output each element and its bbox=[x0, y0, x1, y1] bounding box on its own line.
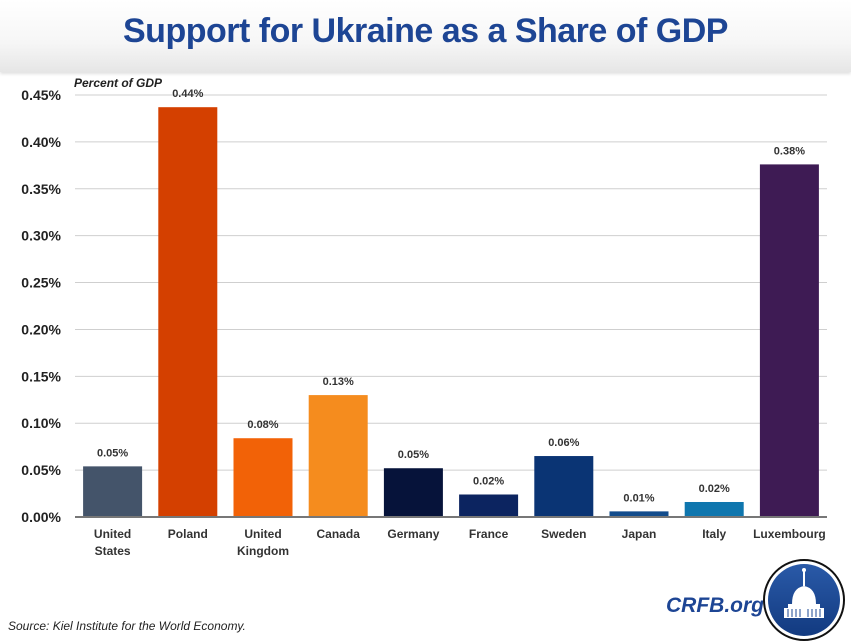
data-label: 0.06% bbox=[548, 437, 579, 449]
x-tick-labels: United States Poland United Kingdom Canada Ger… bbox=[75, 516, 827, 558]
x-tick-label: United bbox=[244, 527, 281, 541]
x-tick-label: Germany bbox=[387, 527, 439, 541]
title-banner: Support for Ukraine as a Share of GDP bbox=[0, 0, 851, 72]
y-tick-label: 0.35% bbox=[21, 181, 61, 197]
x-tick-label: States bbox=[95, 544, 131, 558]
data-label: 0.05% bbox=[398, 449, 429, 461]
x-tick-label: Kingdom bbox=[237, 544, 289, 558]
bar bbox=[158, 107, 218, 518]
y-tick-label: 0.15% bbox=[21, 368, 61, 384]
data-label: 0.38% bbox=[774, 145, 805, 157]
bar bbox=[459, 494, 519, 517]
bar bbox=[684, 501, 744, 517]
data-label: 0.05% bbox=[97, 447, 128, 459]
y-tick-label: 0.20% bbox=[21, 321, 61, 337]
chart-title: Support for Ukraine as a Share of GDP bbox=[123, 12, 728, 50]
data-label: 0.08% bbox=[247, 419, 278, 431]
bar bbox=[759, 164, 819, 517]
bars bbox=[83, 107, 819, 518]
y-axis-label: Percent of GDP bbox=[74, 76, 163, 90]
x-tick-label: Poland bbox=[168, 527, 208, 541]
data-label: 0.13% bbox=[323, 376, 354, 388]
y-tick-label: 0.00% bbox=[21, 509, 61, 525]
data-label: 0.44% bbox=[172, 88, 203, 100]
data-label: 0.02% bbox=[473, 475, 504, 487]
y-tick-label: 0.10% bbox=[21, 415, 61, 431]
y-tick-label: 0.05% bbox=[21, 462, 61, 478]
brand-link[interactable]: CRFB.org bbox=[666, 594, 764, 617]
bar bbox=[308, 395, 368, 517]
bar bbox=[233, 438, 293, 517]
data-label: 0.01% bbox=[623, 492, 654, 504]
bar bbox=[83, 466, 143, 517]
capitol-dome-icon bbox=[763, 559, 845, 641]
bar bbox=[609, 511, 669, 517]
x-tick-label: Canada bbox=[317, 527, 361, 541]
x-tick-label: Italy bbox=[702, 527, 726, 541]
x-tick-label: Sweden bbox=[541, 527, 586, 541]
y-tick-label: 0.45% bbox=[21, 87, 61, 103]
x-tick-label: United bbox=[94, 527, 131, 541]
bar bbox=[534, 456, 594, 517]
x-tick-label: Japan bbox=[622, 527, 657, 541]
y-tick-label: 0.40% bbox=[21, 134, 61, 150]
x-tick-label: France bbox=[469, 527, 509, 541]
y-tick-label: 0.30% bbox=[21, 228, 61, 244]
y-tick-label: 0.25% bbox=[21, 275, 61, 291]
data-label: 0.02% bbox=[699, 483, 730, 495]
x-tick-label: Luxembourg bbox=[753, 527, 826, 541]
bar bbox=[383, 468, 443, 517]
y-tick-labels: 0.00% 0.05% 0.10% 0.15% 0.20% 0.25% 0.30% 0.35%… bbox=[21, 87, 61, 525]
data-labels: 0.05% 0.44% 0.08% 0.13% 0.05% 0.02% 0.06% 0.01%… bbox=[97, 88, 805, 504]
source-note: Source: Kiel Institute for the World Eco… bbox=[8, 619, 246, 633]
